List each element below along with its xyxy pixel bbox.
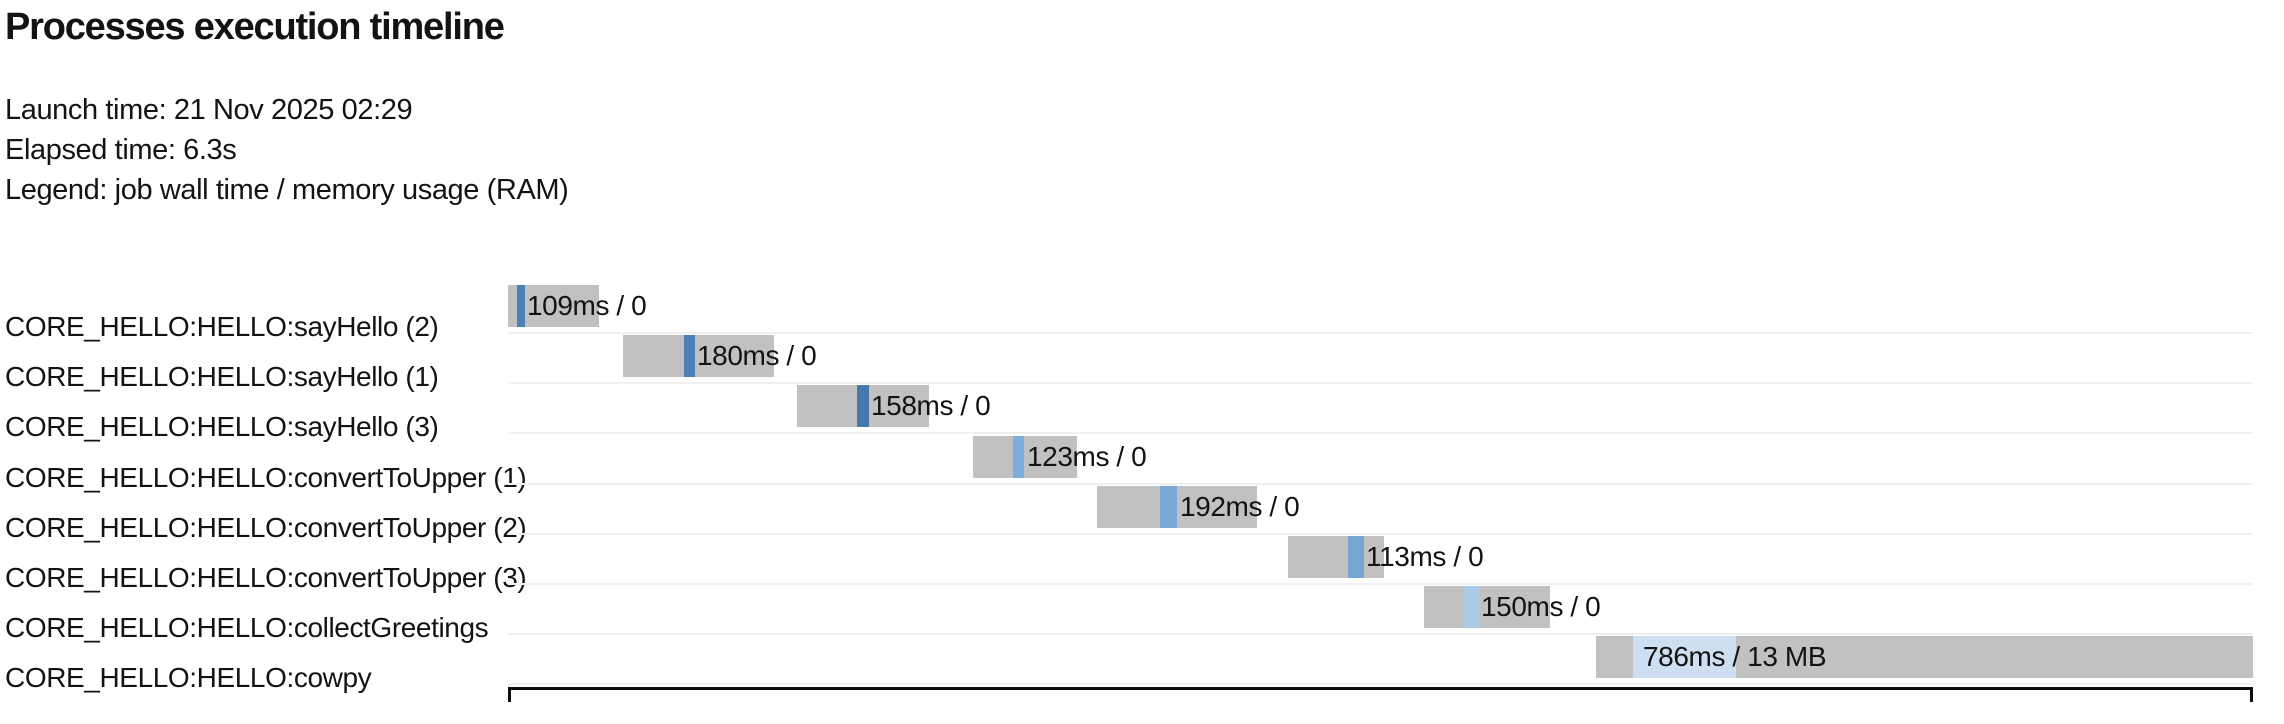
task-bar-value: 158ms / 0	[871, 390, 991, 422]
task-row-label: CORE_HELLO:HELLO:sayHello (2)	[5, 311, 439, 342]
task-bar-accent	[1013, 435, 1024, 478]
task-bar	[1097, 485, 1257, 528]
task-bar-value: 786ms / 13 MB	[1643, 641, 1827, 673]
task-bar-accent	[1463, 586, 1479, 629]
task-bar-accent	[1348, 536, 1364, 578]
task-bar-value: 123ms / 0	[1027, 440, 1147, 472]
task-bar-value: 192ms / 0	[1180, 490, 1300, 522]
task-row-label: CORE_HELLO:HELLO:sayHello (1)	[5, 361, 439, 393]
row-separator	[508, 482, 2253, 485]
row-separator	[508, 382, 2253, 385]
row-separator	[508, 683, 2253, 686]
task-row-label: CORE_HELLO:HELLO:convertToUpper (1)	[5, 461, 527, 493]
task-bar-accent	[517, 285, 525, 327]
task-bar	[1596, 636, 2253, 679]
task-bar	[1424, 586, 1550, 629]
task-bar	[797, 385, 929, 428]
task-bar	[973, 435, 1077, 478]
task-bar-value: 113ms / 0	[1366, 541, 1484, 572]
task-bar-accent	[1633, 636, 1736, 679]
task-row-label: CORE_HELLO:HELLO:sayHello (3)	[5, 411, 439, 443]
row-separator	[508, 532, 2253, 535]
task-bar-accent	[857, 385, 869, 428]
task-bar-accent	[684, 335, 695, 378]
task-row-label: CORE_HELLO:HELLO:convertToUpper (3)	[5, 562, 527, 593]
task-bar	[508, 285, 599, 327]
legend-text: Legend: job wall time / memory usage (RA…	[5, 174, 569, 206]
task-row-label: CORE_HELLO:HELLO:collectGreetings	[5, 612, 489, 644]
report-meta: Launch time: 21 Nov 2025 02:29 Elapsed t…	[5, 90, 569, 210]
task-row-label: CORE_HELLO:HELLO:cowpy	[5, 662, 372, 694]
axis-box	[508, 687, 2253, 702]
elapsed-time-text: Elapsed time: 6.3s	[5, 134, 237, 166]
row-separator	[508, 633, 2253, 636]
task-bar	[1288, 536, 1384, 578]
task-bar-accent	[1160, 485, 1177, 528]
row-separator	[508, 432, 2253, 435]
row-separator	[508, 583, 2253, 585]
task-bar-value: 150ms / 0	[1481, 591, 1601, 623]
task-row-label: CORE_HELLO:HELLO:convertToUpper (2)	[5, 511, 527, 543]
launch-time-text: Launch time: 21 Nov 2025 02:29	[5, 94, 413, 126]
task-bar	[623, 335, 774, 378]
page-title: Processes execution timeline	[5, 6, 505, 48]
row-separator	[508, 332, 2253, 334]
task-bar-value: 109ms / 0	[527, 290, 647, 321]
task-bar-value: 180ms / 0	[697, 340, 817, 372]
